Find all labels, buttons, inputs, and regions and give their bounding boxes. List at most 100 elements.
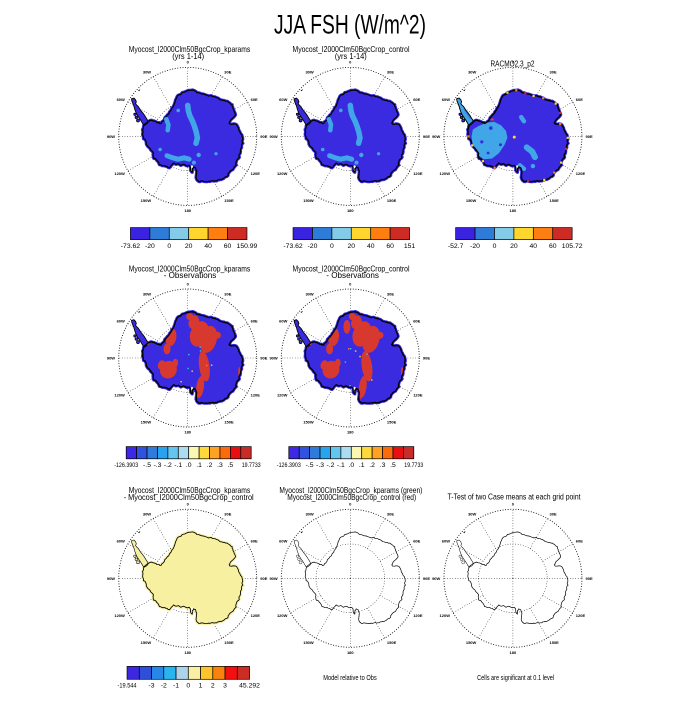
svg-text:150E: 150E (224, 198, 234, 203)
svg-text:60W: 60W (117, 539, 125, 544)
svg-text:120E: 120E (413, 613, 423, 618)
svg-text:-.3: -.3 (316, 462, 324, 469)
svg-text:40: 40 (367, 243, 375, 250)
svg-text:0: 0 (330, 243, 334, 250)
svg-text:.0: .0 (186, 462, 192, 469)
svg-text:90W: 90W (269, 356, 277, 361)
svg-text:90E: 90E (586, 134, 593, 139)
svg-text:.3: .3 (217, 462, 223, 469)
svg-text:60E: 60E (413, 539, 420, 544)
svg-text:90W: 90W (107, 356, 115, 361)
svg-text:Myocost_I2000Clm50BgcCrop_cont: Myocost_I2000Clm50BgcCrop_control (293, 45, 410, 54)
svg-text:Model relative to Obs: Model relative to Obs (323, 675, 377, 682)
svg-text:- Observations: - Observations (164, 271, 217, 280)
svg-text:0: 0 (512, 502, 515, 507)
svg-text:-.3: -.3 (153, 462, 161, 469)
svg-text:(yrs 1-14): (yrs 1-14) (172, 52, 204, 61)
svg-text:30W: 30W (305, 70, 313, 75)
svg-text:90W: 90W (107, 134, 115, 139)
svg-text:120W: 120W (440, 171, 451, 176)
svg-text:30E: 30E (224, 70, 231, 75)
svg-text:T-Test of two Case means at ea: T-Test of two Case means at each grid po… (448, 493, 582, 502)
svg-text:- Observations: - Observations (326, 271, 379, 280)
svg-text:150W: 150W (303, 198, 314, 203)
svg-text:30E: 30E (387, 291, 394, 296)
svg-text:Myocost_I2000Clm50BgcCrop_cont: Myocost_I2000Clm50BgcCrop_control (293, 264, 410, 273)
svg-text:RACMO2.3_p2: RACMO2.3_p2 (491, 60, 535, 69)
svg-text:150E: 150E (550, 640, 560, 645)
svg-text:60: 60 (386, 243, 394, 250)
svg-text:90E: 90E (260, 356, 267, 361)
svg-text:JJA FSH (W/m^2): JJA FSH (W/m^2) (274, 10, 426, 40)
svg-text:0: 0 (512, 60, 515, 65)
svg-text:19.7733: 19.7733 (404, 462, 423, 469)
svg-text:.3: .3 (380, 462, 386, 469)
svg-text:60E: 60E (251, 539, 258, 544)
svg-text:120W: 120W (114, 171, 125, 176)
svg-text:0: 0 (349, 60, 352, 65)
svg-text:180: 180 (347, 430, 354, 435)
svg-text:45.292: 45.292 (239, 683, 260, 690)
svg-text:150W: 150W (141, 640, 152, 645)
svg-text:Myocost_I2000Clm50BgcCrop_kpar: Myocost_I2000Clm50BgcCrop_kparams (129, 264, 251, 273)
svg-text:.2: .2 (369, 462, 375, 469)
svg-text:120E: 120E (413, 171, 423, 176)
svg-text:151: 151 (404, 243, 416, 250)
svg-text:-73.62: -73.62 (121, 243, 140, 250)
svg-text:120W: 120W (114, 393, 125, 398)
svg-text:90E: 90E (423, 576, 430, 581)
svg-text:60E: 60E (576, 97, 583, 102)
svg-text:60E: 60E (251, 318, 258, 323)
svg-text:-73.62: -73.62 (283, 243, 302, 250)
svg-text:30E: 30E (387, 512, 394, 517)
svg-text:150W: 150W (303, 640, 314, 645)
svg-text:120E: 120E (251, 171, 261, 176)
svg-text:.1: .1 (359, 462, 365, 469)
svg-text:180: 180 (347, 208, 354, 213)
svg-text:120W: 120W (277, 393, 288, 398)
svg-text:90W: 90W (269, 576, 277, 581)
svg-text:-3: -3 (149, 683, 155, 690)
svg-text:150W: 150W (141, 198, 152, 203)
svg-text:-1: -1 (173, 683, 179, 690)
svg-text:120E: 120E (251, 613, 261, 618)
svg-text:-.5: -.5 (306, 462, 314, 469)
svg-text:30E: 30E (550, 70, 557, 75)
svg-text:60W: 60W (442, 97, 450, 102)
svg-text:30E: 30E (224, 512, 231, 517)
svg-text:60E: 60E (413, 318, 420, 323)
svg-text:60E: 60E (251, 97, 258, 102)
svg-text:30W: 30W (468, 70, 476, 75)
svg-text:180: 180 (184, 208, 191, 213)
svg-text:180: 180 (184, 430, 191, 435)
svg-text:(yrs 1-14): (yrs 1-14) (335, 52, 367, 61)
svg-text:40: 40 (204, 243, 212, 250)
svg-text:30E: 30E (550, 512, 557, 517)
svg-text:Cells are significant at 0.1 l: Cells are significant at 0.1 level (477, 675, 554, 682)
svg-text:60W: 60W (279, 539, 287, 544)
svg-text:30W: 30W (305, 512, 313, 517)
svg-text:Myocost_I2000Clm50BgcCrop_cont: Myocost_I2000Clm50BgcCrop_control (red) (287, 493, 416, 502)
svg-text:30W: 30W (143, 512, 151, 517)
svg-text:.0: .0 (348, 462, 354, 469)
svg-text:180: 180 (347, 650, 354, 655)
svg-text:2: 2 (211, 683, 215, 690)
svg-text:0: 0 (186, 683, 190, 690)
svg-text:-19.544: -19.544 (118, 683, 137, 690)
svg-text:Myocost_I2000Clm50BgcCrop_kpar: Myocost_I2000Clm50BgcCrop_kparams (green… (279, 486, 422, 495)
svg-text:-.2: -.2 (164, 462, 172, 469)
svg-text:120W: 120W (440, 613, 451, 618)
svg-text:120E: 120E (413, 393, 423, 398)
svg-text:105.72: 105.72 (562, 243, 583, 250)
svg-text:150E: 150E (550, 198, 560, 203)
svg-text:0: 0 (349, 281, 352, 286)
svg-text:-2: -2 (161, 683, 167, 690)
svg-text:90E: 90E (586, 576, 593, 581)
svg-text:150E: 150E (387, 640, 397, 645)
svg-text:0: 0 (187, 502, 190, 507)
svg-text:-126.3903: -126.3903 (277, 462, 301, 469)
svg-text:150W: 150W (466, 198, 477, 203)
svg-text:20: 20 (348, 243, 356, 250)
svg-text:.1: .1 (196, 462, 202, 469)
svg-text:120W: 120W (277, 613, 288, 618)
